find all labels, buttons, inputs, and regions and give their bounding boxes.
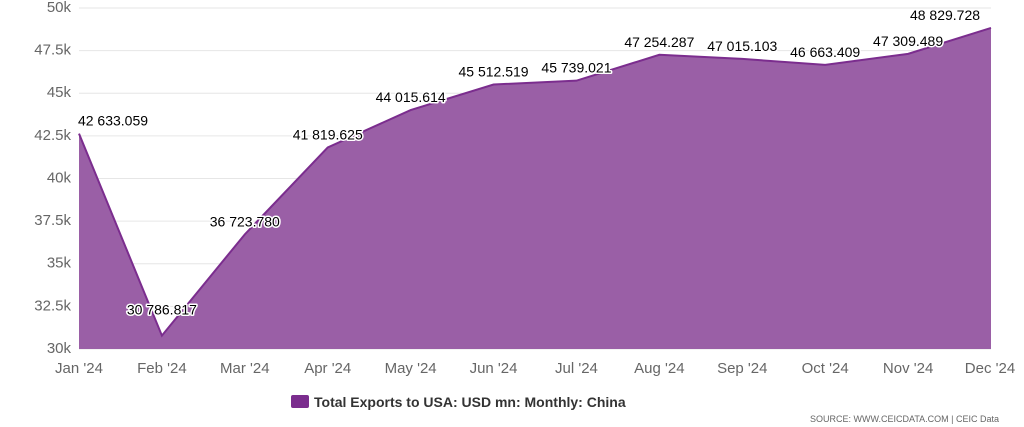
x-tick-label: Nov '24: [883, 360, 933, 377]
x-tick-label: Aug '24: [634, 360, 684, 377]
data-label: 46 663.409: [790, 44, 860, 60]
data-label: 30 786.817: [127, 302, 197, 318]
data-label: 45 512.519: [459, 64, 529, 80]
data-label: 44 015.614: [376, 89, 446, 105]
y-tick-label: 35k: [47, 255, 72, 272]
data-label: 47 254.287: [624, 34, 694, 50]
legend-swatch: [291, 395, 309, 408]
data-point[interactable]: [655, 51, 663, 59]
data-point[interactable]: [821, 61, 829, 69]
x-tick-label: Apr '24: [304, 360, 351, 377]
area-fill: [79, 27, 991, 349]
y-tick-label: 40k: [47, 169, 72, 186]
x-tick-label: May '24: [385, 360, 437, 377]
data-point[interactable]: [738, 55, 746, 63]
data-label: 45 739.021: [541, 60, 611, 76]
y-tick-label: 42.5k: [34, 127, 71, 144]
legend[interactable]: Total Exports to USA: USD mn: Monthly: C…: [291, 394, 626, 410]
legend-label: Total Exports to USA: USD mn: Monthly: C…: [314, 394, 626, 410]
data-label: 47 015.103: [707, 38, 777, 54]
y-tick-label: 30k: [47, 340, 72, 357]
x-axis: Jan '24 Feb '24 Mar '24 Apr '24 May '24 Jun '…: [55, 360, 1015, 377]
y-tick-label: 45k: [47, 84, 72, 101]
x-tick-label: Feb '24: [137, 360, 187, 377]
y-axis: 30k 32.5k 35k 37.5k 40k 42.5k 45k 47.5k 50k: [34, 0, 71, 357]
data-point[interactable]: [407, 106, 415, 114]
data-point[interactable]: [904, 50, 912, 58]
x-tick-label: Oct '24: [802, 360, 849, 377]
y-tick-label: 47.5k: [34, 42, 71, 59]
data-point[interactable]: [490, 81, 498, 89]
data-point[interactable]: [324, 143, 332, 151]
x-tick-label: Mar '24: [220, 360, 270, 377]
data-label: 47 309.489: [873, 33, 943, 49]
y-tick-label: 50k: [47, 0, 72, 16]
source-credit: SOURCE: WWW.CEICDATA.COM | CEIC Data: [810, 414, 999, 424]
data-point[interactable]: [158, 332, 166, 340]
x-tick-label: Jul '24: [555, 360, 598, 377]
data-label: 42 633.059: [78, 113, 148, 129]
data-point[interactable]: [75, 130, 83, 138]
x-tick-label: Jan '24: [55, 360, 103, 377]
x-tick-label: Jun '24: [470, 360, 518, 377]
series-line: [78, 26, 992, 338]
y-tick-label: 37.5k: [34, 212, 71, 229]
data-labels: 42 633.059 30 786.817 36 723.780 41 819.625…: [76, 5, 981, 319]
data-label: 48 829.728: [910, 7, 980, 23]
area-series: [75, 24, 995, 349]
x-tick-label: Sep '24: [717, 360, 767, 377]
data-label: 36 723.780: [210, 213, 280, 229]
x-tick-label: Dec '24: [965, 360, 1015, 377]
data-point[interactable]: [987, 24, 995, 32]
data-label: 41 819.625: [293, 126, 363, 142]
y-tick-label: 32.5k: [34, 297, 71, 314]
data-point[interactable]: [572, 77, 580, 85]
data-point[interactable]: [241, 230, 249, 238]
